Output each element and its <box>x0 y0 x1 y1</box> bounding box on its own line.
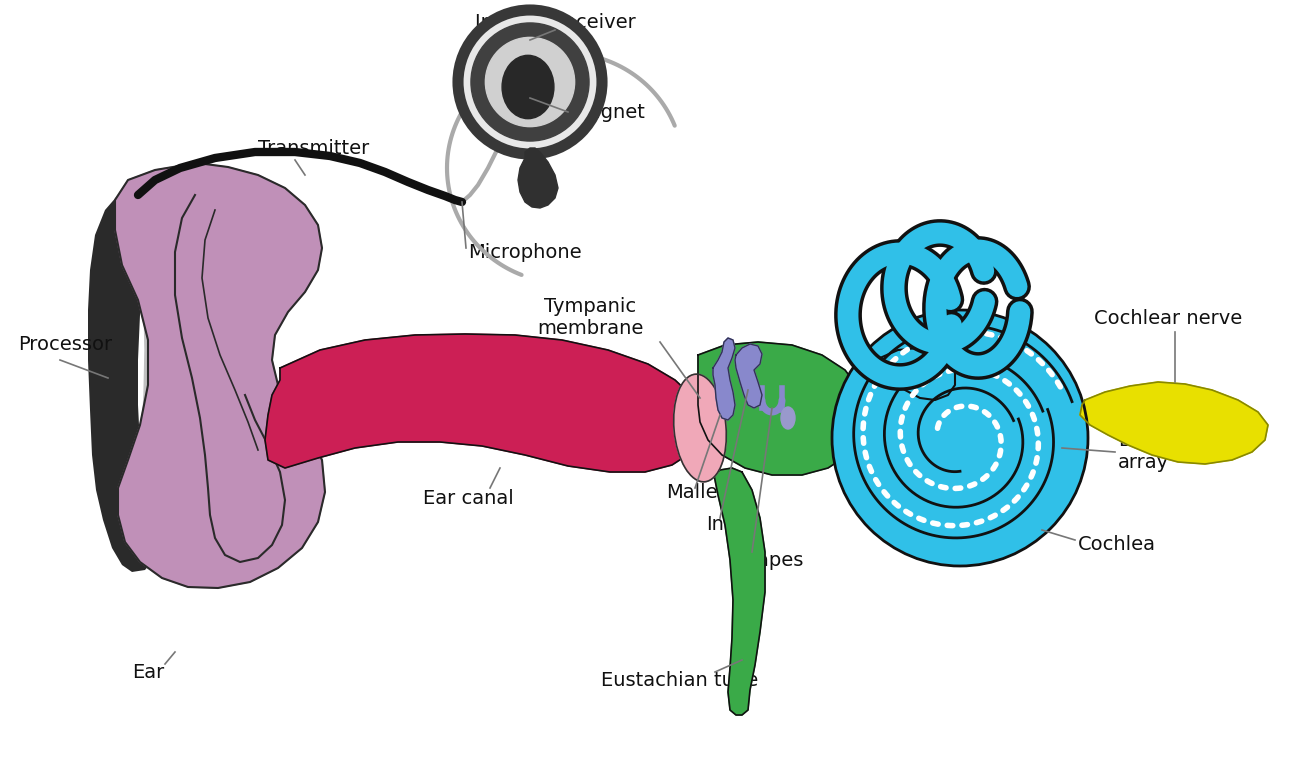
Circle shape <box>471 23 589 141</box>
Text: Incus: Incus <box>706 516 757 534</box>
Text: Transmitter: Transmitter <box>257 139 369 158</box>
Circle shape <box>832 310 1088 566</box>
Text: Magnet: Magnet <box>572 102 645 122</box>
Ellipse shape <box>502 55 554 119</box>
Text: Microphone: Microphone <box>468 243 581 261</box>
Text: Eustachian tube: Eustachian tube <box>602 671 759 690</box>
Text: Tympanic
membrane: Tympanic membrane <box>537 297 644 339</box>
Ellipse shape <box>673 374 727 482</box>
Text: Ear canal: Ear canal <box>422 488 514 508</box>
Text: Malleus: Malleus <box>666 483 740 502</box>
Polygon shape <box>517 148 558 208</box>
Polygon shape <box>114 164 325 588</box>
Text: Electrode
array: Electrode array <box>1118 431 1210 473</box>
Text: Processor: Processor <box>18 335 112 354</box>
Text: Cochlea: Cochlea <box>1078 536 1156 555</box>
Polygon shape <box>1080 382 1268 464</box>
Polygon shape <box>868 348 956 400</box>
Polygon shape <box>265 334 699 472</box>
Text: Cochlear nerve: Cochlear nerve <box>1093 309 1242 328</box>
Circle shape <box>458 10 602 154</box>
Text: Stapes: Stapes <box>738 551 805 569</box>
Polygon shape <box>698 342 864 475</box>
Polygon shape <box>88 191 159 572</box>
Text: Internal receiver: Internal receiver <box>474 12 636 31</box>
Text: Ear: Ear <box>131 662 164 682</box>
Polygon shape <box>714 468 764 715</box>
Polygon shape <box>130 200 164 528</box>
Polygon shape <box>712 338 734 420</box>
Polygon shape <box>734 344 762 408</box>
Ellipse shape <box>781 407 796 429</box>
Circle shape <box>485 37 575 126</box>
